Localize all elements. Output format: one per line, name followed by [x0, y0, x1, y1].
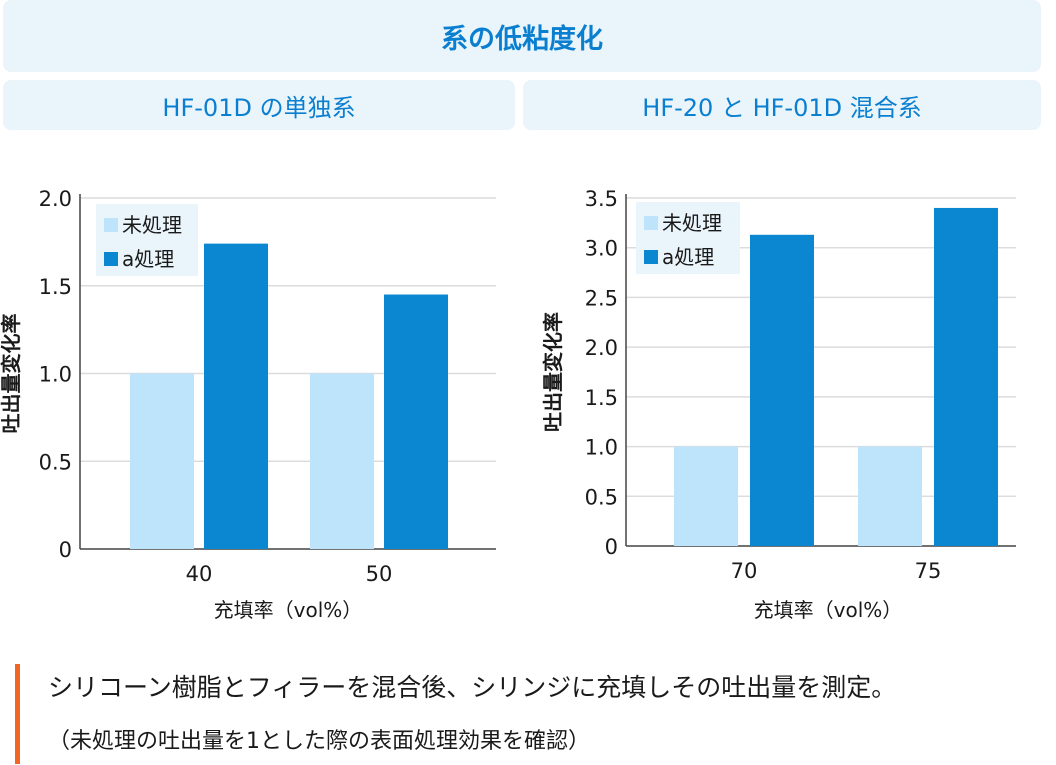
bar-treated — [204, 243, 268, 549]
x-tick-label: 75 — [915, 559, 942, 583]
x-tick-label: 40 — [186, 562, 213, 586]
legend-label: a処理 — [662, 245, 714, 269]
bar-untreated — [310, 373, 374, 549]
legend-label: 未処理 — [122, 213, 182, 237]
y-tick-label: 0.5 — [39, 450, 72, 474]
x-axis-label: 充填率（vol%） — [754, 598, 903, 622]
bar-treated — [384, 294, 448, 549]
note-accent-bar — [15, 664, 20, 764]
y-tick-label: 2.0 — [39, 187, 72, 211]
y-tick-label: 0.5 — [585, 485, 618, 509]
y-axis-label: 吐出量変化率 — [541, 312, 565, 432]
y-tick-label: 3.0 — [585, 237, 618, 261]
y-tick-label: 1.0 — [39, 363, 72, 387]
x-tick-label: 70 — [731, 559, 758, 583]
right-panel-title: HF-20 と HF-01D 混合系 — [523, 80, 1041, 130]
y-tick-label: 1.5 — [585, 386, 618, 410]
bar-treated — [750, 234, 814, 546]
bar-treated — [934, 207, 998, 546]
legend-swatch-untreated — [644, 216, 658, 230]
bar-untreated — [130, 373, 194, 549]
y-tick-label: 2.0 — [585, 336, 618, 360]
note-main-text: シリコーン樹脂とフィラーを混合後、シリンジに充填しその吐出量を測定。 — [48, 673, 897, 702]
x-axis-label: 充填率（vol%） — [214, 598, 363, 622]
legend-label: a処理 — [122, 247, 174, 271]
bar-untreated — [674, 446, 738, 546]
legend-label: 未処理 — [662, 211, 722, 235]
y-tick-label: 1.0 — [585, 436, 618, 460]
y-tick-label: 0 — [605, 535, 618, 559]
legend-swatch-untreated — [104, 218, 118, 232]
note-sub-text: （未処理の吐出量を1とした際の表面処理効果を確認） — [48, 729, 590, 754]
y-axis-label: 吐出量変化率 — [0, 314, 23, 434]
bar-untreated — [858, 446, 922, 546]
y-tick-label: 3.5 — [585, 187, 618, 211]
left-panel-title: HF-01D の単独系 — [3, 80, 515, 130]
page-title: 系の低粘度化 — [3, 0, 1041, 72]
x-tick-label: 50 — [366, 562, 393, 586]
y-tick-label: 2.5 — [585, 286, 618, 310]
legend-swatch-treated — [644, 250, 658, 264]
legend-swatch-treated — [104, 252, 118, 266]
y-tick-label: 0 — [59, 538, 72, 562]
y-tick-label: 1.5 — [39, 275, 72, 299]
